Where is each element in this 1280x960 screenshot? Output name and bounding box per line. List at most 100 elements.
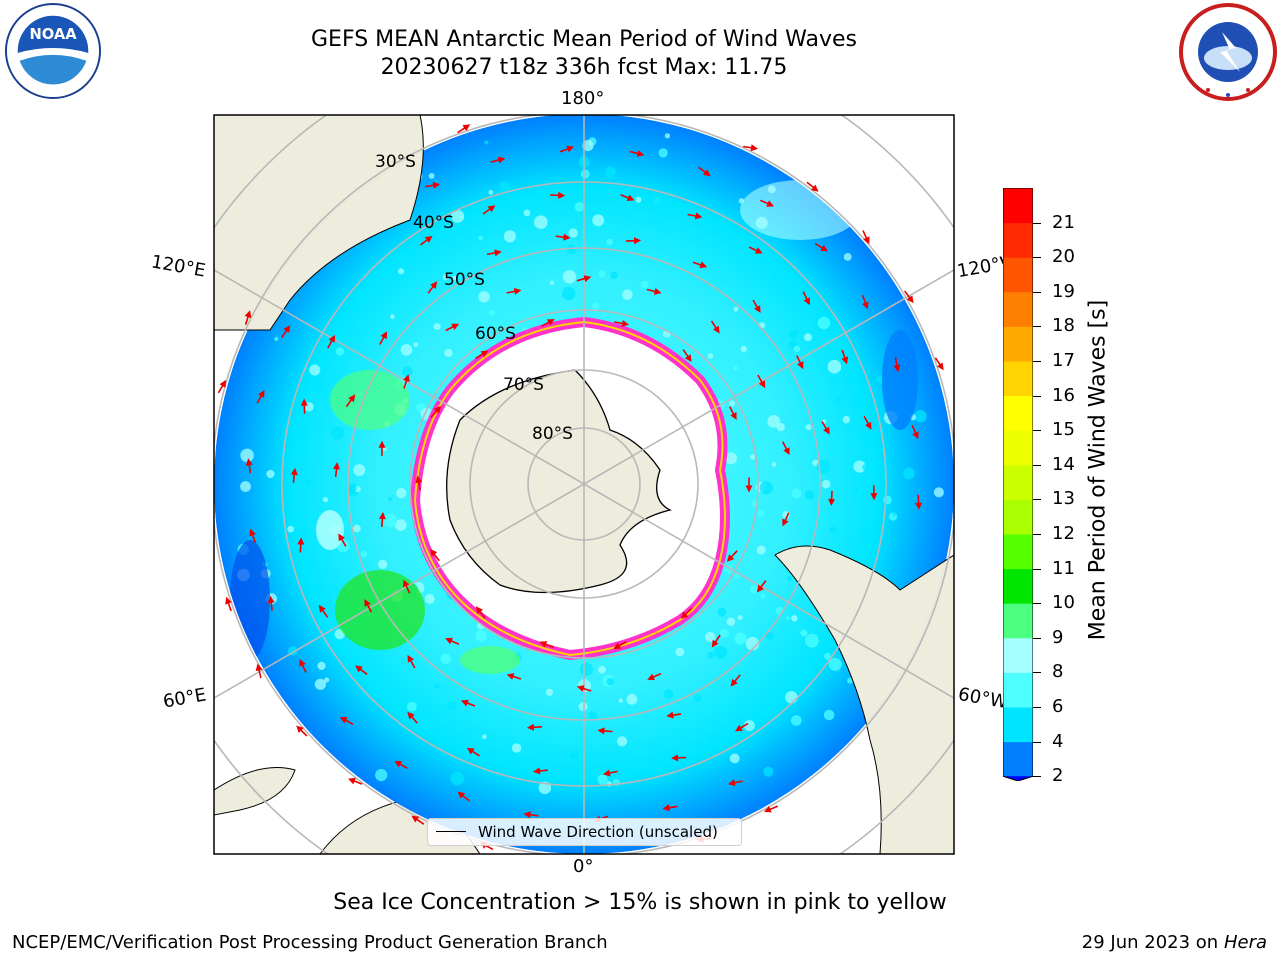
wind-wave-arrowhead [728, 779, 736, 787]
speckle-dot [484, 140, 489, 145]
speckle-dot [733, 306, 739, 312]
wind-wave-arrowhead [255, 663, 263, 672]
speckle-dot [390, 314, 395, 320]
speckle-dot [750, 454, 756, 460]
wind-wave-arrowhead [563, 233, 571, 241]
speckle-dot [591, 302, 600, 311]
wind-wave-arrowhead [699, 261, 708, 269]
lat-label-80s: 80°S [532, 424, 573, 444]
wind-wave-arrowhead [249, 528, 256, 537]
wind-wave-arrowhead [245, 458, 253, 466]
speckle-dot [842, 415, 850, 424]
sea-ice-caption: Sea Ice Concentration > 15% is shown in … [333, 890, 947, 915]
speckle-dot [771, 462, 777, 467]
wind-wave-arrowhead [797, 361, 804, 370]
speckle-dot [489, 309, 496, 316]
colorbar-segment [1003, 741, 1033, 777]
speckle-dot [675, 647, 685, 657]
colorbar-tick-label: 16 [1052, 384, 1075, 406]
footer-date-text: 29 Jun 2023 on [1081, 932, 1219, 953]
wind-wave-arrowhead [523, 811, 531, 819]
speckle-dot [562, 270, 577, 284]
wind-wave-arrowhead [364, 599, 371, 607]
colorbar-segment [1003, 361, 1033, 397]
speckle-dot [914, 409, 927, 423]
speckle-dot [450, 771, 465, 786]
wind-wave-arrowhead [703, 169, 711, 177]
wind-wave-arrowhead [915, 502, 923, 510]
lat-label-40s: 40°S [413, 213, 454, 233]
colorbar-tick-label: 15 [1052, 419, 1075, 441]
colorbar-tick-mark [1033, 430, 1041, 432]
speckle-dot [760, 594, 766, 599]
speckle-dot [719, 628, 729, 638]
speckle-dot [724, 452, 738, 465]
speckle-dot [580, 169, 590, 179]
speckle-dot [772, 276, 777, 280]
colorbar-tick-label: 19 [1052, 280, 1075, 302]
wind-wave-arrowhead [432, 181, 441, 189]
colorbar-segment [1003, 222, 1033, 258]
wind-wave-arrowhead [730, 678, 738, 687]
wind-wave-arrowhead [378, 440, 386, 448]
footer-credit: NCEP/EMC/Verification Post Processing Pr… [12, 932, 608, 953]
wind-wave-arrowhead [713, 325, 720, 334]
speckle-dot [767, 415, 781, 428]
speckle-dot [717, 607, 727, 617]
wind-wave-arrowhead [462, 124, 471, 132]
colorbar-tick-label: 18 [1052, 315, 1075, 337]
speckle-dot [610, 271, 618, 280]
speckle-dot [606, 238, 613, 246]
legend-label: Wind Wave Direction (unscaled) [478, 823, 718, 841]
wind-wave-arrowhead [841, 356, 849, 365]
speckle-dot [413, 342, 419, 347]
speckle-dot [821, 479, 831, 489]
colorbar-tick-mark [1033, 637, 1041, 639]
footer-host: Hera [1223, 932, 1267, 953]
speckle-dot [705, 631, 716, 643]
noaa-logo-text: NOAA [29, 26, 77, 43]
speckle-dot [658, 148, 668, 158]
colorbar-tick-mark [1033, 361, 1041, 362]
speckle-dot [733, 366, 738, 371]
speckle-dot [785, 691, 798, 704]
colorbar-tick-label: 4 [1052, 730, 1064, 752]
speckle-dot [788, 329, 799, 339]
speckle-dot [523, 209, 531, 217]
speckle-dot [759, 481, 773, 495]
wind-wave-arrowhead [244, 310, 252, 319]
speckle-dot [598, 665, 606, 674]
speckle-dot [788, 339, 798, 349]
wind-wave-arrowhead [466, 747, 475, 755]
wind-wave-arrowhead [754, 247, 763, 254]
speckle-dot [588, 711, 598, 721]
speckle-dot [317, 661, 326, 671]
speckle-dot [729, 753, 740, 764]
wind-wave-arrowhead [480, 350, 489, 358]
wind-wave-arrowhead [653, 288, 662, 295]
speckle-dot [240, 448, 254, 463]
speckle-dot [723, 564, 733, 574]
colorbar-segment [1003, 257, 1033, 293]
speckle-dot [502, 761, 512, 771]
lat-label-50s: 50°S [444, 270, 485, 290]
colorbar-segment [1003, 672, 1033, 708]
speckle-dot [566, 244, 577, 255]
speckle-dot [499, 181, 511, 193]
wind-wave-arrowhead [225, 596, 232, 605]
wind-wave-arrowhead [328, 335, 335, 343]
speckle-dot [737, 615, 743, 621]
colorbar-tick-mark [1033, 222, 1041, 224]
colorbar-segment [1003, 291, 1033, 327]
speckle-dot [829, 526, 837, 534]
speckle-dot [648, 192, 662, 206]
speckle-dot [763, 766, 774, 777]
speckle-dot [707, 651, 714, 659]
lon-label-180: 180° [561, 88, 605, 109]
speckle-dot [745, 636, 760, 651]
speckle-dot [597, 774, 608, 785]
colorbar-tick-label: 12 [1052, 523, 1075, 544]
speckle-dot [434, 229, 439, 234]
speckle-dot [791, 615, 798, 622]
colorbar-tick-mark [1033, 568, 1041, 570]
